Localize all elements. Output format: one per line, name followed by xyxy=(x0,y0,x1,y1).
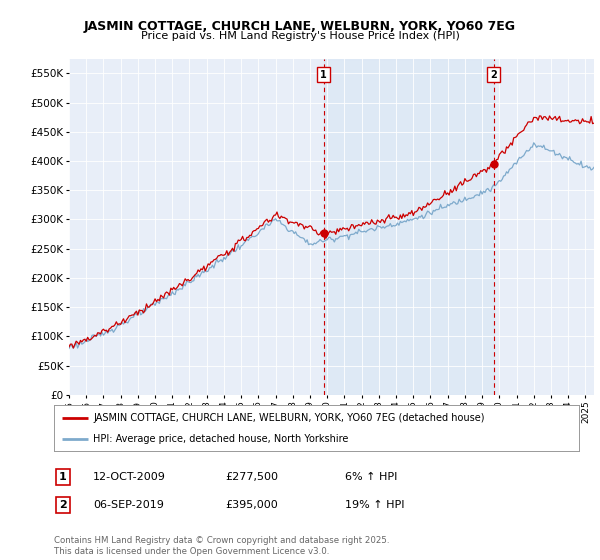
Text: £395,000: £395,000 xyxy=(225,500,278,510)
Text: £277,500: £277,500 xyxy=(225,472,278,482)
Bar xyxy=(323,59,494,395)
Text: 06-SEP-2019: 06-SEP-2019 xyxy=(93,500,164,510)
Text: 2: 2 xyxy=(490,69,497,80)
Text: 6% ↑ HPI: 6% ↑ HPI xyxy=(345,472,397,482)
Text: 1: 1 xyxy=(59,472,67,482)
Text: 1: 1 xyxy=(320,69,327,80)
Text: 2: 2 xyxy=(59,500,67,510)
Text: 12-OCT-2009: 12-OCT-2009 xyxy=(93,472,166,482)
Text: JASMIN COTTAGE, CHURCH LANE, WELBURN, YORK, YO60 7EG: JASMIN COTTAGE, CHURCH LANE, WELBURN, YO… xyxy=(84,20,516,32)
Text: Contains HM Land Registry data © Crown copyright and database right 2025.
This d: Contains HM Land Registry data © Crown c… xyxy=(54,536,389,556)
Text: 19% ↑ HPI: 19% ↑ HPI xyxy=(345,500,404,510)
Text: Price paid vs. HM Land Registry's House Price Index (HPI): Price paid vs. HM Land Registry's House … xyxy=(140,31,460,41)
Text: HPI: Average price, detached house, North Yorkshire: HPI: Average price, detached house, Nort… xyxy=(94,435,349,444)
Text: JASMIN COTTAGE, CHURCH LANE, WELBURN, YORK, YO60 7EG (detached house): JASMIN COTTAGE, CHURCH LANE, WELBURN, YO… xyxy=(94,413,485,423)
